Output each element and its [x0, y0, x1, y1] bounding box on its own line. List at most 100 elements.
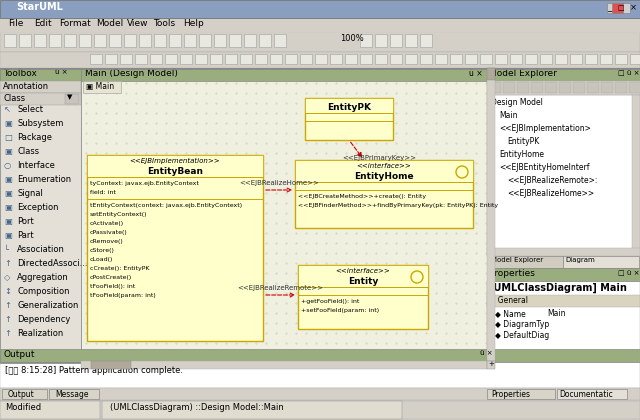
Text: Main (Design Model): Main (Design Model)	[85, 69, 178, 78]
Bar	[420, 34, 432, 47]
Bar	[375, 54, 387, 64]
Text: Properties: Properties	[489, 269, 535, 278]
Text: ▣: ▣	[4, 119, 12, 128]
Bar	[615, 54, 627, 64]
Text: cStore(): cStore()	[90, 248, 115, 253]
Text: ○: ○	[4, 161, 12, 170]
Bar	[607, 3, 618, 13]
Text: Association: Association	[17, 245, 65, 254]
Text: ◆ DiagramTyp: ◆ DiagramTyp	[495, 320, 549, 329]
Bar	[102, 401, 402, 419]
Text: Documentatic: Documentatic	[559, 390, 612, 399]
Bar	[405, 54, 417, 64]
Text: Edit: Edit	[34, 19, 51, 28]
Bar	[345, 54, 357, 64]
Text: └: └	[4, 245, 9, 254]
Bar	[420, 54, 432, 64]
Bar	[81, 361, 487, 369]
Bar	[135, 54, 147, 64]
Text: Modified: Modified	[5, 403, 41, 412]
Bar	[495, 54, 507, 64]
Bar	[298, 265, 428, 287]
Bar	[525, 54, 537, 64]
Text: ↑: ↑	[4, 301, 11, 310]
Text: EntityBean: EntityBean	[147, 167, 203, 176]
Text: tyContext: javax.ejb.EntityContext: tyContext: javax.ejb.EntityContext	[90, 181, 199, 186]
Text: _: _	[607, 3, 611, 13]
Bar	[295, 160, 473, 182]
Bar	[305, 98, 393, 113]
Text: cActivate(): cActivate()	[90, 221, 124, 226]
Bar	[487, 68, 495, 80]
Bar	[330, 54, 342, 64]
Bar	[487, 68, 640, 81]
Text: Port: Port	[17, 217, 34, 226]
Bar	[360, 54, 372, 64]
Bar	[64, 34, 76, 47]
Text: ▣: ▣	[4, 147, 12, 156]
Bar	[195, 54, 207, 64]
Bar	[570, 54, 582, 64]
Text: ↑: ↑	[4, 315, 11, 324]
Text: EntityHome: EntityHome	[354, 172, 414, 181]
Text: <<EJBRealizeHome>>: <<EJBRealizeHome>>	[239, 180, 319, 186]
Bar	[0, 18, 640, 32]
Bar	[0, 68, 81, 363]
Bar	[557, 389, 627, 399]
Bar	[83, 81, 121, 93]
Text: ▣ Main: ▣ Main	[86, 82, 114, 91]
Bar	[612, 3, 623, 13]
Text: Realization: Realization	[17, 329, 63, 338]
Bar	[0, 52, 640, 68]
Text: □ ü ×: □ ü ×	[618, 269, 639, 275]
Text: Interface: Interface	[17, 161, 55, 170]
Bar	[487, 281, 640, 363]
Bar	[531, 82, 543, 93]
Text: Enumeration: Enumeration	[17, 175, 71, 184]
Bar	[487, 256, 563, 268]
Bar	[139, 34, 151, 47]
Bar	[180, 54, 192, 64]
Text: <<EJBRealizeRemote>:: <<EJBRealizeRemote>:	[507, 176, 597, 185]
Text: ◇: ◇	[4, 273, 10, 282]
Bar	[285, 54, 297, 64]
Text: <<EJBEntityHomeInterf: <<EJBEntityHomeInterf	[499, 163, 589, 172]
Text: Package: Package	[17, 133, 52, 142]
Bar	[91, 361, 131, 369]
Text: Design Model: Design Model	[491, 98, 543, 107]
Text: StarUML: StarUML	[16, 2, 63, 12]
Text: ◆ Name: ◆ Name	[495, 309, 525, 318]
Text: View: View	[127, 19, 148, 28]
Bar	[0, 32, 640, 52]
Bar	[79, 34, 91, 47]
Bar	[487, 95, 640, 250]
Text: (UMLClassDiagram) ::Design Model::Main: (UMLClassDiagram) ::Design Model::Main	[110, 403, 284, 412]
Bar	[295, 160, 473, 228]
Bar	[154, 34, 166, 47]
Bar	[573, 82, 585, 93]
Text: ▣: ▣	[4, 175, 12, 184]
Bar	[0, 349, 640, 362]
Text: File: File	[8, 19, 24, 28]
Text: Format: Format	[60, 19, 92, 28]
Bar	[105, 54, 117, 64]
Text: EntityPK: EntityPK	[327, 103, 371, 112]
Text: Main: Main	[499, 111, 518, 120]
Text: □: □	[618, 5, 624, 11]
Text: tFooField(): int: tFooField(): int	[90, 284, 135, 289]
Bar	[4, 34, 16, 47]
Text: Model Explorer: Model Explorer	[489, 69, 557, 78]
Text: Class: Class	[3, 94, 25, 103]
Bar	[360, 34, 372, 47]
Text: Model: Model	[96, 19, 123, 28]
Bar	[435, 54, 447, 64]
Text: ◆ DefaultDiag: ◆ DefaultDiag	[495, 331, 549, 340]
Bar	[405, 34, 417, 47]
Bar	[270, 54, 282, 64]
Bar	[81, 68, 487, 361]
Text: cLoad(): cLoad()	[90, 257, 113, 262]
Bar	[630, 54, 640, 64]
Text: ü ×: ü ×	[55, 69, 68, 75]
Text: Diagram: Diagram	[565, 257, 595, 263]
Bar	[480, 54, 492, 64]
